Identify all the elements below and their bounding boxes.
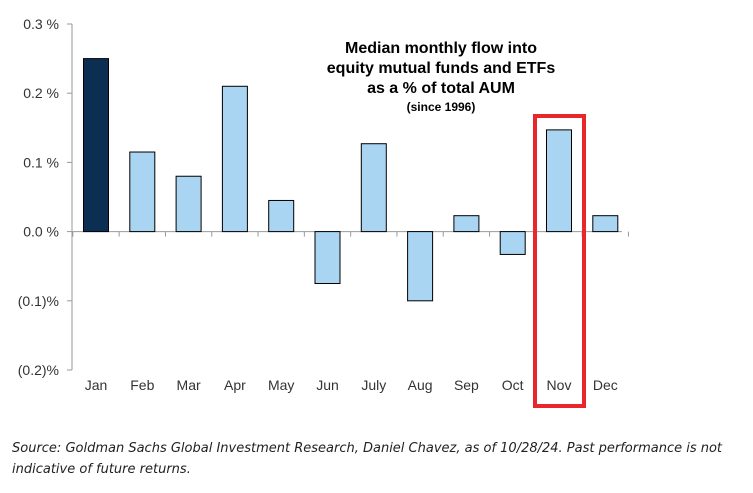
y-tick-label: (0.1)% [18, 293, 59, 309]
bar-mar [175, 175, 202, 233]
x-tick-label: Jun [316, 377, 339, 393]
bar-oct [499, 231, 526, 255]
bar-jan [83, 58, 109, 233]
highlight-box-nov [533, 114, 586, 408]
bar-sep [453, 215, 480, 233]
bar-july [360, 143, 387, 233]
y-tick-label: 0.3 % [23, 16, 59, 32]
bar-nov [546, 129, 572, 233]
bar-apr [221, 85, 248, 233]
x-tick-label: May [268, 377, 294, 393]
source-note: Source: Goldman Sachs Global Investment … [12, 441, 723, 477]
x-tick-label: Jan [85, 377, 108, 393]
x-tick-label: Apr [224, 377, 246, 393]
x-tick-label: July [361, 377, 386, 393]
chart-subtitle: (since 1996) [407, 100, 476, 114]
y-tick-label: 0.0 % [23, 224, 59, 240]
bar-dec [592, 215, 619, 233]
bar-may [268, 199, 295, 233]
y-tick-label: (0.2)% [18, 362, 59, 378]
bar-chart: 0.3 % 0.2 % 0.1 % 0.0 % (0.1)% (0.2)% Jan Feb Ma… [18, 16, 629, 408]
x-tick-label: Mar [177, 377, 201, 393]
x-tick-label: Dec [593, 377, 618, 393]
bar-jun [314, 231, 341, 285]
x-tick-label: Nov [547, 377, 572, 393]
chart-title-line: Median monthly flow into [345, 40, 537, 57]
x-tick-label: Oct [502, 377, 524, 393]
bar-feb [129, 151, 156, 233]
chart-title-line: equity mutual funds and ETFs [327, 60, 556, 77]
x-tick-label: Aug [408, 377, 433, 393]
y-tick-label: 0.1 % [23, 154, 59, 170]
y-tick-label: 0.2 % [23, 85, 59, 101]
chart-title-line: as a % of total AUM [367, 80, 515, 97]
x-tick-label: Feb [130, 377, 154, 393]
bar-aug [407, 231, 434, 302]
x-tick-label: Sep [454, 377, 479, 393]
